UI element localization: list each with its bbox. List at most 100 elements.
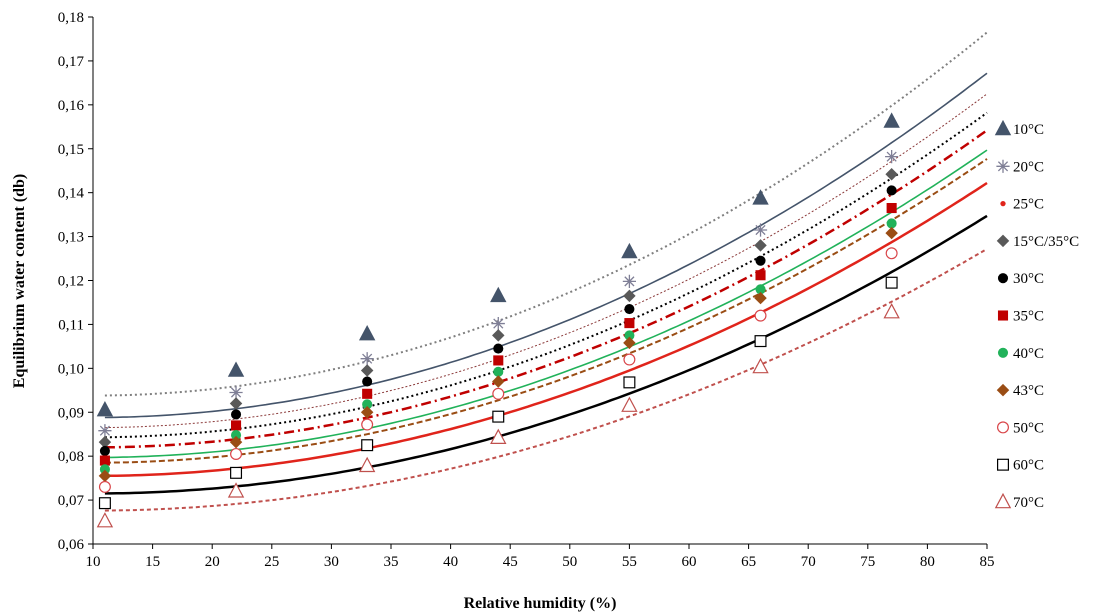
y-tick-label: 0,07: [58, 493, 85, 509]
legend-label: 20°C: [1013, 159, 1044, 175]
data-point: [99, 455, 110, 466]
data-point: [755, 255, 766, 266]
legend-label: 15°C/35°C: [1013, 234, 1079, 250]
legend-label: 30°C: [1013, 271, 1044, 287]
data-point: [362, 399, 373, 410]
fit-curve: [104, 111, 988, 439]
data-point: [624, 304, 635, 315]
y-tick-label: 0,06: [58, 537, 85, 553]
data-point: [624, 318, 635, 329]
data-point: [491, 316, 505, 331]
x-tick-label: 20: [205, 554, 220, 570]
y-axis-ticks: 0,06 0,07 0,08 0,09 0,10 0,11 0,12 0,13 0,14 0,15…: [58, 10, 93, 553]
y-tick-label: 0,16: [58, 98, 85, 114]
x-tick-label: 80: [920, 554, 935, 570]
data-point: [752, 357, 769, 374]
data-point: [231, 430, 242, 441]
data-point: [99, 464, 110, 475]
legend: 10°C 20°C 25°C 15°C/35°C 30°C 35°C 40°C 43°C 50°…: [994, 119, 1079, 511]
legend-marker: [997, 273, 1009, 284]
y-axis-title: Equilibrium water content (db): [11, 174, 28, 388]
data-point: [624, 330, 635, 341]
data-point: [886, 185, 897, 196]
data-point: [493, 366, 504, 377]
data-point: [490, 286, 507, 303]
data-point: [98, 435, 112, 449]
data-point: [885, 276, 898, 289]
x-axis-title: Relative humidity (%): [464, 595, 617, 612]
legend-label: 40°C: [1013, 346, 1044, 362]
y-tick-label: 0,10: [58, 361, 84, 377]
legend-label: 43°C: [1013, 383, 1044, 399]
legend-marker: [994, 492, 1012, 509]
y-tick-label: 0,13: [58, 230, 84, 246]
data-point: [754, 239, 767, 252]
legend-marker: [996, 383, 1010, 397]
data-point: [98, 497, 111, 510]
data-point: [883, 303, 900, 319]
data-point: [883, 112, 900, 128]
legend-marker: [996, 421, 1009, 434]
data-point: [885, 226, 898, 240]
legend-label: 50°C: [1013, 420, 1044, 436]
data-point: [358, 324, 376, 341]
x-tick-label: 55: [622, 554, 637, 570]
data-point: [231, 420, 242, 431]
data-point: [753, 223, 768, 237]
data-point: [360, 352, 374, 366]
data-point: [362, 388, 373, 399]
legend-marker: [996, 458, 1009, 471]
data-point: [98, 469, 112, 483]
x-tick-label: 85: [980, 554, 995, 570]
x-tick-label: 40: [443, 554, 458, 570]
data-points: [96, 112, 900, 528]
fit-curve: [104, 158, 988, 464]
legend-label: 25°C: [1013, 197, 1044, 213]
x-tick-label: 30: [324, 554, 339, 570]
y-tick-label: 0,11: [58, 317, 84, 333]
data-point: [361, 418, 374, 431]
legend-marker: [996, 234, 1010, 248]
x-tick-label: 35: [384, 554, 399, 570]
legend-marker: [996, 159, 1010, 173]
data-point: [621, 396, 638, 412]
x-tick-label: 65: [741, 554, 756, 570]
data-point: [96, 512, 114, 528]
data-point: [360, 406, 374, 419]
y-tick-label: 0,08: [58, 449, 84, 465]
data-point: [623, 289, 636, 303]
data-point: [623, 336, 636, 350]
data-point: [755, 284, 766, 295]
data-point: [621, 242, 638, 259]
data-point: [885, 150, 899, 164]
data-point: [885, 247, 898, 260]
data-point: [231, 409, 242, 420]
legend-marker: [1000, 200, 1006, 207]
x-tick-label: 15: [145, 554, 160, 570]
x-tick-label: 25: [264, 554, 279, 570]
y-tick-label: 0,17: [58, 54, 85, 70]
plot-area: [92, 17, 987, 545]
data-point: [98, 480, 111, 493]
fit-curve: [104, 248, 988, 512]
data-point: [493, 355, 504, 366]
x-tick-label: 50: [562, 554, 577, 570]
legend-marker: [997, 347, 1009, 358]
fit-curve: [104, 93, 988, 429]
x-tick-label: 75: [860, 554, 875, 570]
data-point: [754, 291, 767, 305]
data-point: [885, 167, 898, 181]
fit-curve: [104, 214, 988, 495]
data-point: [229, 397, 243, 410]
data-point: [754, 335, 767, 348]
data-point: [361, 439, 374, 452]
legend-label: 60°C: [1013, 458, 1044, 474]
data-point: [886, 218, 897, 229]
x-tick-label: 45: [503, 554, 518, 570]
data-point: [492, 329, 505, 342]
y-tick-label: 0,14: [58, 186, 85, 202]
data-point: [622, 274, 636, 288]
data-point: [623, 353, 636, 366]
fit-curve: [104, 149, 988, 459]
